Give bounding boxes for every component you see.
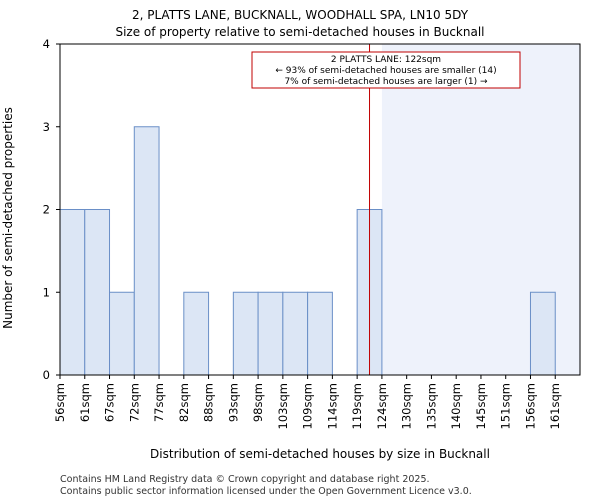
- x-tick-label-72sqm: 72sqm: [127, 383, 141, 422]
- footer-line-2: Contains public sector information licen…: [60, 486, 472, 497]
- x-tick-label-161sqm: 161sqm: [548, 383, 562, 429]
- chart-title-line-2: Size of property relative to semi-detach…: [115, 25, 484, 39]
- x-tick-label-93sqm: 93sqm: [226, 383, 240, 422]
- bar-93sqm: [232, 291, 259, 376]
- bars-group: [59, 126, 556, 376]
- x-tick-label-88sqm: 88sqm: [202, 383, 216, 422]
- y-tick-label: 1: [43, 285, 50, 299]
- y-tick-label: 3: [43, 120, 50, 134]
- x-tick-label-156sqm: 156sqm: [523, 383, 537, 429]
- x-tick-label-135sqm: 135sqm: [424, 383, 438, 429]
- annotation-line-1: 2 PLATTS LANE: 122sqm: [331, 55, 441, 65]
- x-tick-label-119sqm: 119sqm: [350, 383, 364, 429]
- x-tick-label-77sqm: 77sqm: [152, 383, 166, 422]
- y-tick-label: 2: [43, 203, 50, 217]
- bar-156sqm: [529, 291, 556, 376]
- x-tick-label-124sqm: 124sqm: [375, 383, 389, 429]
- bar-82sqm: [183, 291, 210, 376]
- x-axis-ticks: 56sqm 61sqm 67sqm 72sqm 77sqm 82sqm 88sqm 93sqm…: [53, 375, 562, 429]
- y-axis-ticks: 0 1 2 3 4: [43, 37, 60, 382]
- y-tick-label: 4: [43, 37, 50, 51]
- bar-72sqm: [133, 126, 160, 376]
- annotation-border: [251, 51, 521, 89]
- x-tick-label-151sqm: 151sqm: [499, 383, 513, 429]
- bar-67sqm: [109, 291, 135, 376]
- bar-61sqm: [84, 209, 111, 376]
- x-tick-label-56sqm: 56sqm: [53, 383, 67, 422]
- x-tick-label-140sqm: 140sqm: [449, 383, 463, 429]
- x-tick-label-130sqm: 130sqm: [400, 383, 414, 429]
- bar-109sqm: [307, 291, 333, 376]
- bar-56sqm: [59, 209, 86, 376]
- x-tick-label-82sqm: 82sqm: [177, 383, 191, 422]
- footer-line-1: Contains HM Land Registry data © Crown c…: [60, 474, 430, 485]
- annotation-box: 2 PLATTS LANE: 122sqm ← 93% of semi-deta…: [251, 51, 521, 89]
- chart-title-line-1: 2, PLATTS LANE, BUCKNALL, WOODHALL SPA, …: [132, 8, 469, 22]
- bar-98sqm: [257, 291, 284, 376]
- annotation-line-2: ← 93% of semi-detached houses are smalle…: [275, 66, 496, 76]
- x-tick-label-67sqm: 67sqm: [103, 383, 117, 422]
- x-tick-label-103sqm: 103sqm: [276, 383, 290, 429]
- x-tick-label-114sqm: 114sqm: [325, 383, 339, 429]
- x-tick-label-145sqm: 145sqm: [474, 383, 488, 429]
- bar-103sqm: [282, 291, 309, 376]
- y-axis-label: Number of semi-detached properties: [1, 107, 15, 329]
- y-tick-label: 0: [43, 368, 50, 382]
- x-tick-label-61sqm: 61sqm: [78, 383, 92, 422]
- x-axis-label: Distribution of semi-detached houses by …: [150, 447, 490, 461]
- x-tick-label-109sqm: 109sqm: [301, 383, 315, 429]
- x-tick-label-98sqm: 98sqm: [251, 383, 265, 422]
- annotation-line-3: 7% of semi-detached houses are larger (1…: [284, 77, 488, 87]
